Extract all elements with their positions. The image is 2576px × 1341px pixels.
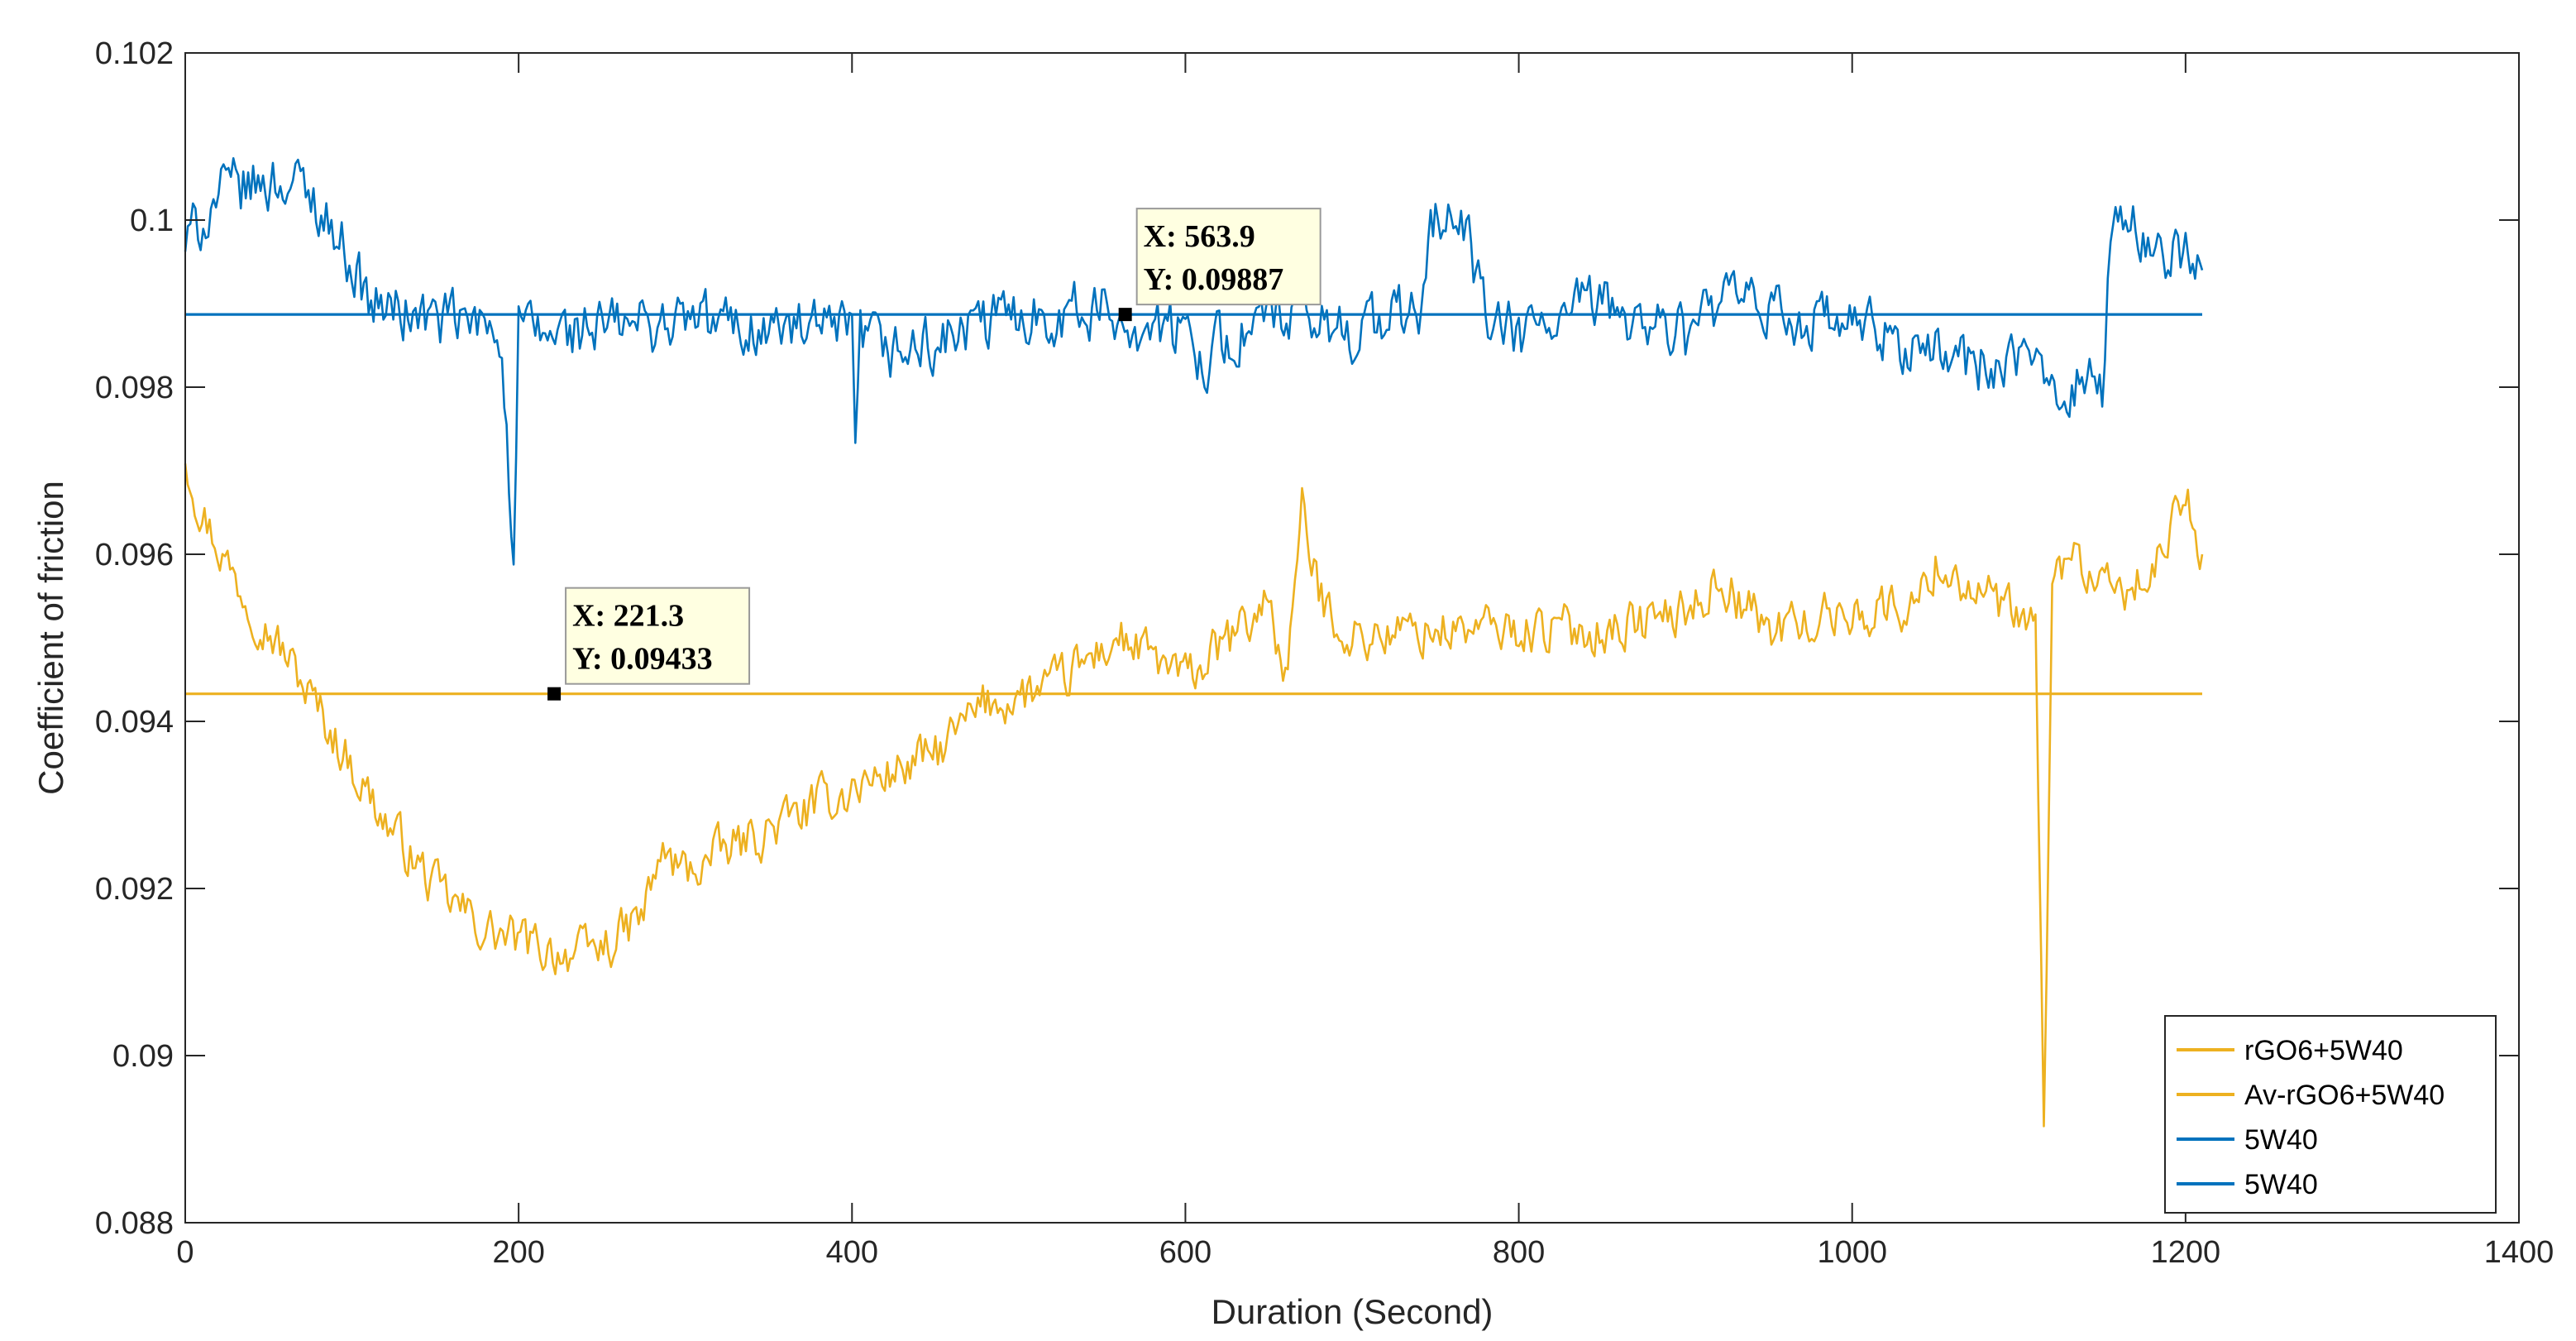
data-tip-marker [1118, 308, 1132, 322]
data-tip-1: X: 563.9 Y: 0.09887 [1118, 208, 1321, 322]
x-axis-ticks: 0 200 400 600 800 1000 1200 1400 [176, 53, 2554, 1270]
y-tick-label: 0.1 [130, 204, 174, 238]
x-tick-label: 800 [1493, 1235, 1545, 1270]
y-axis-label: Coefficient of friction [31, 481, 70, 795]
y-tick-label: 0.09 [112, 1039, 174, 1074]
data-tip-0: X: 221.3 Y: 0.09433 [547, 587, 751, 701]
data-tips: X: 221.3 Y: 0.09433 X: 563.9 Y: 0.09887 [547, 208, 1321, 701]
data-tip-y-value: Y: 0.09887 [1144, 262, 1284, 297]
data-tip-y-value: Y: 0.09433 [572, 642, 713, 677]
plot-area-frame [184, 52, 2520, 1224]
x-tick-label: 1400 [2484, 1235, 2554, 1270]
x-tick-label: 1200 [2151, 1235, 2221, 1270]
legend-entry: 5W40 [2177, 1169, 2318, 1200]
x-tick-label: 1000 [1817, 1235, 1887, 1270]
series-line-0-rgo6-5w40 [184, 463, 2204, 1128]
y-tick-label: 0.102 [95, 36, 174, 71]
data-tip-x-value: X: 563.9 [1144, 219, 1255, 254]
data-tip-marker [547, 687, 562, 701]
x-tick-label: 400 [826, 1235, 878, 1270]
data-tip-x-value: X: 221.3 [572, 599, 684, 634]
series-line-2-5w40 [184, 157, 2204, 566]
y-tick-label: 0.092 [95, 872, 174, 907]
y-tick-label: 0.094 [95, 705, 174, 740]
legend-label: 5W40 [2244, 1169, 2318, 1200]
y-tick-label: 0.088 [95, 1206, 174, 1241]
legend-label: 5W40 [2244, 1124, 2318, 1156]
x-tick-label: 600 [1159, 1235, 1212, 1270]
x-axis-label: Duration (Second) [1212, 1292, 1494, 1331]
legend-entry: Av-rGO6+5W40 [2177, 1080, 2445, 1111]
x-tick-label: 0 [176, 1235, 194, 1270]
legend: rGO6+5W40 Av-rGO6+5W40 5W40 5W40 [2164, 1015, 2497, 1214]
y-tick-label: 0.098 [95, 371, 174, 405]
legend-label: Av-rGO6+5W40 [2244, 1080, 2445, 1111]
data-tip-box [1135, 208, 1321, 306]
data-tip-box [565, 587, 751, 685]
legend-entry: 5W40 [2177, 1124, 2318, 1156]
legend-entry: rGO6+5W40 [2177, 1035, 2403, 1066]
y-tick-label: 0.096 [95, 538, 174, 572]
plot-lines [184, 157, 2204, 1128]
x-tick-label: 200 [492, 1235, 544, 1270]
legend-label: rGO6+5W40 [2244, 1035, 2403, 1066]
y-axis-ticks: 0.088 0.09 0.092 0.094 0.096 0.098 0.1 0.102 [95, 36, 2519, 1241]
